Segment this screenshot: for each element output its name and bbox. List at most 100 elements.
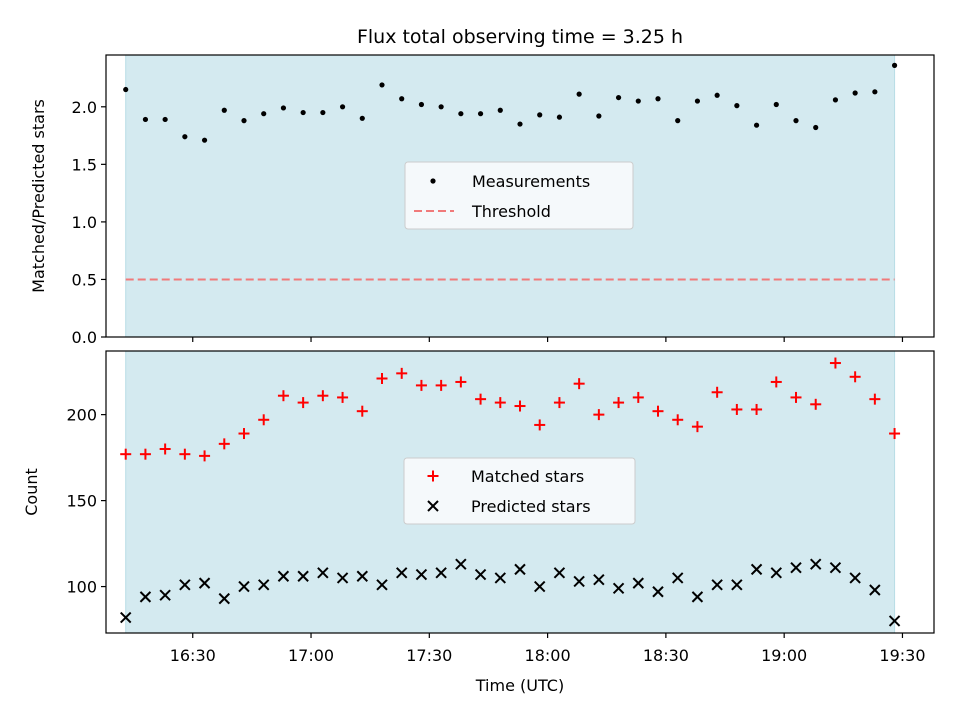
x-axis-label: Time (UTC) [475, 676, 564, 695]
matched-point [534, 419, 546, 431]
measurement-point [438, 104, 444, 110]
measurement-point [241, 118, 247, 124]
measurement-point [320, 109, 326, 116]
predicted-point [415, 568, 428, 581]
matched-point [435, 379, 447, 391]
y-tick-label: 1.5 [72, 155, 97, 174]
predicted-point [790, 561, 802, 574]
cross-stroke-b [198, 577, 211, 589]
predicted-point [376, 579, 388, 591]
cross-stroke-b [258, 579, 270, 591]
matched-point [790, 391, 802, 403]
matched-point [672, 414, 684, 426]
predicted-point [593, 573, 605, 586]
measurement-point [714, 92, 720, 98]
measurement-point [182, 134, 188, 140]
ratio-legend-box [404, 161, 634, 230]
measurement-point [418, 101, 425, 108]
measurement-point [477, 111, 484, 117]
matched-point [810, 398, 822, 410]
legend-threshold-label: Threshold [471, 202, 551, 221]
matched-point [889, 428, 901, 440]
y-tick-label: 100 [66, 578, 97, 597]
x-tick-label: 17:30 [406, 646, 452, 665]
ratio-panel-frame [105, 54, 935, 338]
chart-title: Flux total observing time = 3.25 h [357, 26, 683, 48]
predicted-point [494, 572, 506, 584]
cross-stroke-b [553, 567, 566, 579]
legend-predicted-label: Predicted stars [471, 497, 591, 516]
cross-stroke-b [474, 568, 487, 581]
matched-point [317, 390, 329, 402]
predicted-point [356, 570, 368, 582]
matched-point [297, 397, 309, 409]
cross-stroke-b [455, 558, 467, 570]
measurement-point [497, 107, 503, 113]
measurement-point [142, 116, 149, 123]
cross-stroke-b [731, 579, 743, 591]
predicted-point [474, 568, 487, 581]
predicted-point [139, 591, 152, 603]
matched-point [139, 448, 151, 460]
cross-stroke-b [593, 573, 605, 586]
predicted-point [179, 579, 191, 591]
legend-cross [427, 500, 439, 512]
cross-stroke-b [435, 567, 447, 579]
predicted-point [238, 580, 250, 593]
count-y-axis-label: Count [22, 468, 41, 516]
predicted-point [750, 563, 763, 576]
measurement-point [458, 111, 464, 117]
ratio-legend: Measurements Threshold [404, 161, 634, 230]
measurement-point [162, 116, 168, 123]
measurement-point [773, 101, 779, 108]
matched-point [593, 409, 605, 421]
cross-stroke-b [415, 568, 428, 581]
matched-point [514, 400, 526, 412]
matched-point [159, 443, 171, 455]
measurement-point [793, 118, 799, 124]
legend-matched-label: Matched stars [471, 467, 584, 486]
legend-matched-marker [427, 470, 439, 482]
predicted-point [258, 579, 270, 591]
ratio-panel: 0.00.51.01.52.0 Matched/Predicted stars … [29, 54, 935, 347]
measurement-point [872, 89, 878, 95]
predicted-point [317, 567, 329, 579]
matched-point [199, 450, 211, 462]
predicted-point [435, 567, 447, 579]
predicted-point [731, 579, 743, 591]
predicted-point [849, 572, 861, 584]
predicted-point [810, 558, 822, 570]
predicted-point [534, 580, 546, 593]
matched-point [652, 405, 664, 417]
cross-stroke-b [711, 579, 723, 591]
predicted-point [455, 558, 467, 570]
measurement-point [359, 115, 365, 121]
x-tick-label: 18:00 [525, 646, 571, 665]
matched-point [849, 371, 861, 383]
cross-stroke-b [396, 567, 408, 579]
matched-point [632, 391, 644, 403]
cross-stroke-b [652, 586, 664, 598]
cross-stroke-b [159, 589, 171, 601]
y-tick-label: 0.0 [72, 328, 97, 347]
measurement-point [201, 137, 208, 143]
matched-point [691, 421, 703, 433]
cross-stroke-b [356, 570, 368, 582]
legend-predicted-marker [427, 500, 439, 512]
y-tick-label: 200 [66, 406, 97, 425]
cross-stroke-b [336, 572, 349, 584]
x-tick-label: 17:00 [288, 646, 334, 665]
cross-stroke-b [427, 500, 439, 512]
measurement-point [655, 96, 661, 102]
predicted-point [770, 567, 782, 579]
predicted-point [514, 563, 526, 576]
measurement-point [753, 122, 760, 128]
cross-stroke-b [770, 567, 782, 579]
predicted-point [297, 570, 309, 582]
x-tick-label: 18:30 [643, 646, 689, 665]
cross-stroke-b [888, 615, 901, 627]
measurement-point [261, 111, 267, 117]
cross-stroke-b [573, 575, 585, 588]
matched-point [396, 367, 408, 379]
count-panel: 100 150 200 16:30 17:00 17:30 18:00 18:30 19:00… [22, 350, 935, 695]
